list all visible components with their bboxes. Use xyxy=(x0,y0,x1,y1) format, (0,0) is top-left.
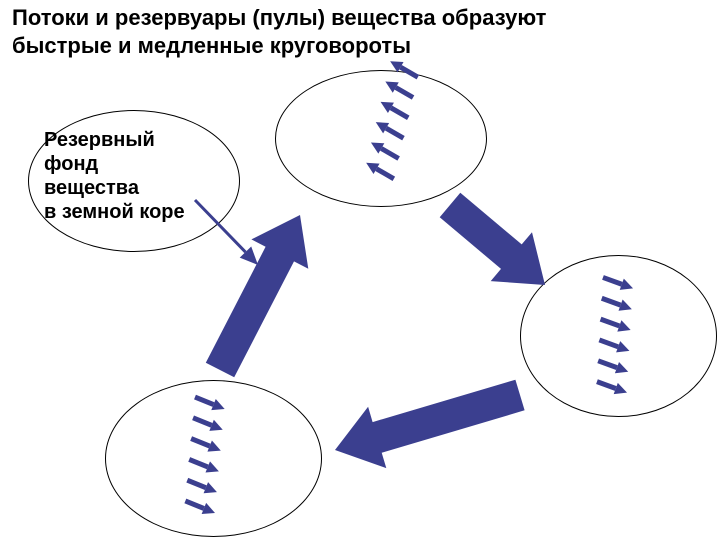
cycle-arrow xyxy=(206,215,308,377)
reserve-label-l1: Резервный xyxy=(44,129,155,151)
title-line-2: быстрые и медленные круговороты xyxy=(12,33,411,58)
reserve-label-l3: вещества xyxy=(44,177,139,199)
diagram-title: Потоки и резервуары (пулы) вещества обра… xyxy=(12,4,546,59)
title-line-1: Потоки и резервуары (пулы) вещества обра… xyxy=(12,5,546,30)
reserve-label: Резервный фонд вещества в земной коре xyxy=(44,128,185,224)
reserve-label-l2: фонд xyxy=(44,153,98,175)
cycle-arrow xyxy=(440,193,545,285)
reserve-label-l4: в земной коре xyxy=(44,201,185,223)
node-bottom xyxy=(105,380,322,537)
node-right xyxy=(520,255,717,417)
cycle-arrow xyxy=(335,380,525,468)
input-arrow-head xyxy=(240,247,258,265)
node-top xyxy=(275,70,487,207)
